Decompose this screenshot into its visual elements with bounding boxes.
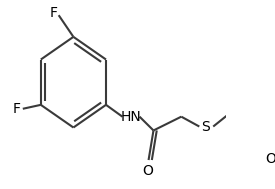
Text: HN: HN (120, 110, 141, 124)
Text: S: S (202, 119, 210, 133)
Text: F: F (50, 6, 58, 20)
Text: F: F (13, 102, 21, 116)
Text: O: O (142, 164, 153, 178)
Text: O: O (265, 152, 275, 166)
